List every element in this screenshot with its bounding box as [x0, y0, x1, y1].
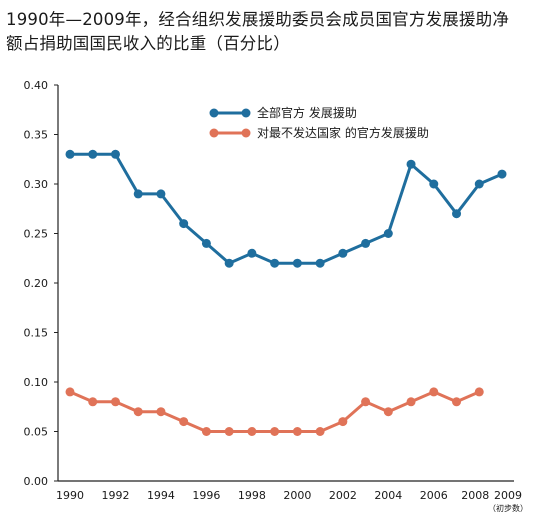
data-point	[247, 248, 257, 258]
data-point	[292, 427, 302, 436]
series-1	[65, 149, 507, 268]
chart-title-line-1: 1990年—2009年，经合组织发展援助委员会成员国官方发展援助净	[6, 10, 510, 29]
legend-marker	[241, 108, 251, 118]
data-point	[201, 238, 211, 248]
x-tick-label: 2006	[420, 489, 448, 502]
series-2	[65, 387, 484, 436]
series-line	[69, 390, 480, 433]
legend-label: 对最不发达国家 的官方发展援助	[257, 125, 429, 140]
data-point	[383, 229, 393, 238]
data-point	[201, 427, 211, 436]
x-axis-ticks: 1990 1992 1994 1996 1998 2000 2002 2004 2006 2008…	[56, 489, 528, 513]
y-tick-label: 0.05	[24, 426, 49, 439]
y-tick-label: 0.10	[24, 376, 49, 389]
data-point	[110, 149, 120, 159]
data-point	[133, 407, 143, 417]
data-point	[65, 387, 75, 397]
data-point	[270, 258, 280, 268]
legend-label: 全部官方 发展援助	[257, 105, 357, 120]
data-point	[338, 248, 348, 258]
y-tick-label: 0.30	[24, 178, 49, 191]
data-point	[361, 397, 371, 407]
x-tick-label: 1990	[56, 489, 84, 502]
legend-marker	[209, 108, 219, 118]
x-tick-label: 1996	[192, 489, 220, 502]
data-point	[361, 238, 371, 248]
data-point	[429, 387, 439, 397]
legend-marker	[241, 128, 251, 138]
chart-axes	[57, 85, 514, 482]
series-line	[70, 152, 503, 265]
data-point	[133, 189, 143, 199]
chart-series	[65, 149, 507, 436]
data-point	[110, 397, 120, 407]
data-point	[383, 407, 393, 417]
data-point	[452, 209, 462, 219]
data-point	[452, 397, 462, 407]
data-point	[406, 159, 416, 169]
data-point	[406, 397, 416, 407]
y-axis-ticks: 0.00 0.05 0.10 0.15 0.20 0.25 0.30 0.35 0.40	[24, 79, 58, 488]
data-point	[429, 179, 439, 189]
x-tick-label: 2008	[461, 489, 489, 502]
chart-title: 1990年—2009年，经合组织发展援助委员会成员国官方发展援助净 额占捐助国国…	[6, 8, 546, 56]
data-point	[88, 149, 98, 159]
x-tick-label: 1998	[238, 489, 266, 502]
data-point	[338, 417, 348, 427]
data-point	[315, 427, 325, 436]
x-tick-label: 2002	[329, 489, 357, 502]
x-tick-label: 2000	[283, 489, 311, 502]
y-tick-label: 0.15	[24, 327, 49, 340]
data-point	[315, 258, 325, 268]
data-point	[156, 189, 166, 199]
data-point	[88, 397, 98, 407]
chart-title-line-2: 额占捐助国国民收入的比重（百分比）	[6, 34, 290, 53]
y-tick-label: 0.00	[24, 475, 49, 488]
data-point	[247, 427, 257, 436]
data-point	[156, 407, 166, 417]
data-point	[497, 169, 507, 179]
x-tick-label: 2004	[374, 489, 402, 502]
data-point	[270, 427, 280, 436]
y-tick-label: 0.25	[24, 228, 49, 241]
data-point	[224, 427, 234, 436]
data-point	[292, 258, 302, 268]
y-tick-label: 0.35	[24, 129, 49, 142]
data-point	[179, 219, 189, 229]
data-point	[179, 417, 189, 427]
x-tick-label: 2009	[494, 489, 522, 502]
x-tick-label: 1994	[147, 489, 175, 502]
data-point	[474, 179, 484, 189]
data-point	[474, 387, 484, 397]
y-tick-label: 0.40	[24, 79, 49, 92]
y-tick-label: 0.20	[24, 277, 49, 290]
data-point	[224, 258, 234, 268]
x-tick-label: 1992	[101, 489, 129, 502]
x-tick-note: （初步数）	[488, 503, 528, 513]
legend-marker	[209, 128, 219, 138]
data-point	[65, 149, 75, 159]
